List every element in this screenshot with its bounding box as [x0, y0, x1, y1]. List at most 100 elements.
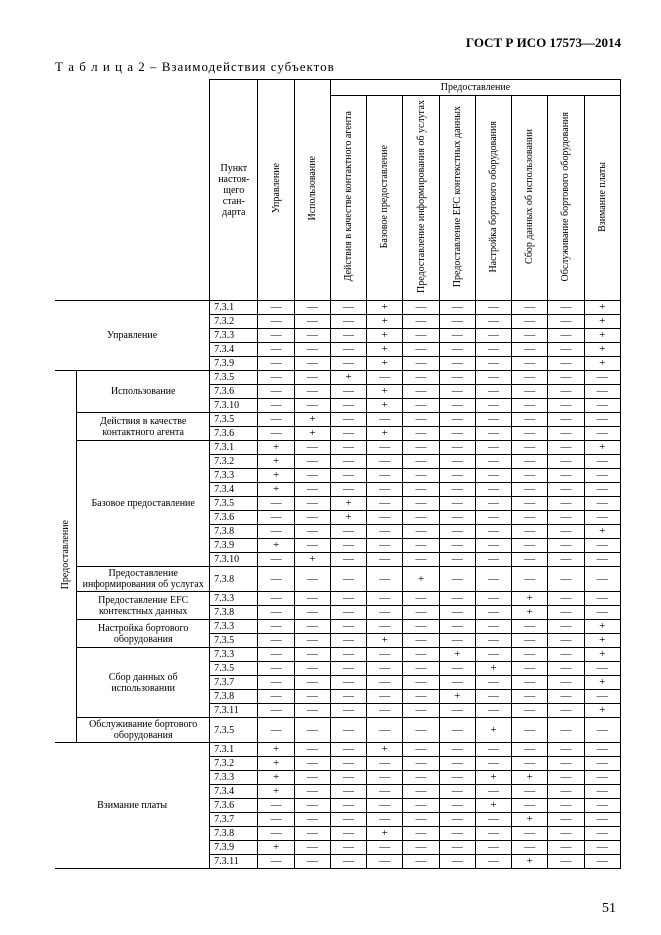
cell: — [294, 483, 330, 497]
cell: — [330, 841, 366, 855]
table-row: Базовое предоставление7.3.1+————————+ [55, 441, 621, 455]
cell: — [330, 799, 366, 813]
cell: — [439, 385, 475, 399]
clause-number: 7.3.8 [210, 690, 258, 704]
row-group-label: Предоставление информирования об услугах [77, 567, 210, 592]
cell: — [548, 539, 584, 553]
cell: — [367, 841, 403, 855]
cell: — [294, 771, 330, 785]
cell: — [403, 539, 439, 553]
clause-number: 7.3.2 [210, 455, 258, 469]
cell: — [330, 441, 366, 455]
cell: — [584, 553, 620, 567]
cell: — [294, 704, 330, 718]
cell: — [439, 427, 475, 441]
cell: — [475, 553, 511, 567]
cell: — [294, 385, 330, 399]
cell: — [439, 371, 475, 385]
cell: + [367, 329, 403, 343]
cell: — [367, 799, 403, 813]
cell: — [439, 441, 475, 455]
cell: + [584, 441, 620, 455]
cell: — [439, 813, 475, 827]
cell: — [258, 413, 294, 427]
cell: — [367, 413, 403, 427]
cell: — [258, 799, 294, 813]
cell: — [330, 690, 366, 704]
cell: — [475, 497, 511, 511]
cell: — [548, 743, 584, 757]
cell: + [258, 841, 294, 855]
cell: — [330, 567, 366, 592]
row-group-label: Управление [55, 301, 210, 371]
cell: — [403, 662, 439, 676]
clause-number: 7.3.4 [210, 483, 258, 497]
cell: — [403, 497, 439, 511]
cell: — [258, 704, 294, 718]
cell: — [548, 855, 584, 869]
cell: — [367, 813, 403, 827]
cell: — [367, 648, 403, 662]
cell: — [294, 371, 330, 385]
row-group-label: Использование [77, 371, 210, 413]
cell: — [512, 497, 548, 511]
cell: — [367, 567, 403, 592]
clause-number: 7.3.2 [210, 315, 258, 329]
cell: — [258, 385, 294, 399]
cell: — [330, 592, 366, 606]
cell: + [367, 427, 403, 441]
cell: — [367, 606, 403, 620]
cell: — [548, 841, 584, 855]
cell: — [439, 606, 475, 620]
cell: — [512, 743, 548, 757]
cell: — [294, 343, 330, 357]
cell: + [367, 634, 403, 648]
cell: — [439, 469, 475, 483]
cell: + [584, 301, 620, 315]
cell: — [512, 662, 548, 676]
cell: — [294, 690, 330, 704]
cell: — [548, 371, 584, 385]
cell: — [294, 567, 330, 592]
cell: — [548, 455, 584, 469]
cell: + [512, 813, 548, 827]
cell: — [512, 441, 548, 455]
clause-number: 7.3.11 [210, 704, 258, 718]
cell: — [294, 813, 330, 827]
cell: + [512, 771, 548, 785]
row-group-label: Предоставление EFC контекстных данных [77, 592, 210, 620]
row-group-label: Сбор данных об использовании [77, 648, 210, 718]
cell: — [475, 743, 511, 757]
cell: + [512, 606, 548, 620]
cell: — [258, 813, 294, 827]
cell: — [548, 718, 584, 743]
cell: — [294, 676, 330, 690]
cell: — [294, 525, 330, 539]
cell: — [548, 553, 584, 567]
cell: — [403, 315, 439, 329]
cell: — [512, 525, 548, 539]
cell: — [548, 441, 584, 455]
cell: — [258, 606, 294, 620]
cell: — [548, 592, 584, 606]
cell: — [548, 567, 584, 592]
cell: — [439, 855, 475, 869]
clause-number: 7.3.4 [210, 785, 258, 799]
cell: — [548, 620, 584, 634]
cell: — [475, 455, 511, 469]
cell: + [584, 648, 620, 662]
cell: — [512, 469, 548, 483]
cell: — [330, 855, 366, 869]
cell: — [367, 371, 403, 385]
cell: — [548, 357, 584, 371]
cell: — [548, 827, 584, 841]
cell: — [403, 813, 439, 827]
cell: — [512, 567, 548, 592]
cell: — [548, 690, 584, 704]
clause-number: 7.3.3 [210, 648, 258, 662]
cell: + [258, 441, 294, 455]
col-header: Предоставление EFC контекстных данных [439, 96, 475, 301]
row-group-label: Обслуживание бортового оборудования [77, 718, 210, 743]
cell: — [548, 525, 584, 539]
cell: — [512, 343, 548, 357]
